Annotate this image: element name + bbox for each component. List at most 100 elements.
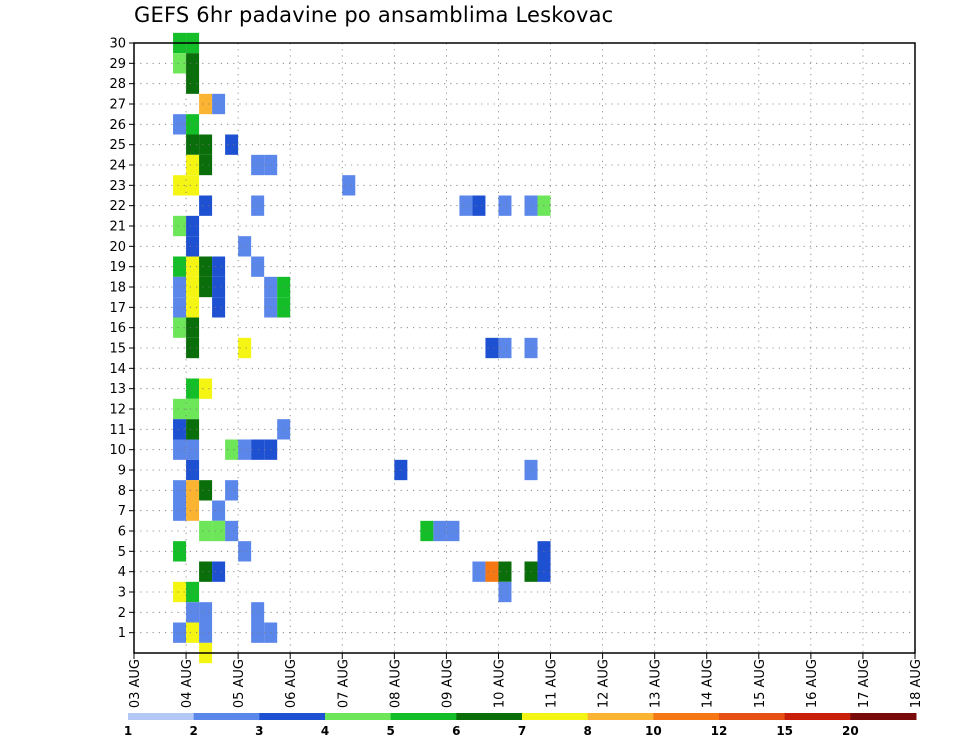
- heatmap-cell: [199, 622, 213, 643]
- heatmap-cell: [498, 581, 512, 603]
- heatmap-cell: [199, 561, 213, 582]
- legend-label: 8: [583, 724, 591, 738]
- legend-swatch: [325, 713, 392, 720]
- y-tick-label: 5: [118, 545, 126, 560]
- heatmap-cell: [186, 398, 200, 420]
- heatmap-cell: [186, 337, 200, 359]
- heatmap-cell: [186, 581, 200, 603]
- heatmap-cell: [186, 622, 200, 643]
- heatmap-cell: [199, 195, 213, 216]
- heatmap-cell: [251, 256, 265, 277]
- heatmap-cell: [498, 337, 512, 359]
- legend-swatch: [456, 713, 523, 720]
- x-tick-label: 09 AUG: [440, 659, 455, 708]
- heatmap-cell: [186, 276, 200, 298]
- heatmap-cell: [225, 480, 239, 501]
- heatmap-cell: [342, 175, 356, 196]
- legend-swatch: [850, 713, 917, 720]
- heatmap-cell: [225, 439, 239, 460]
- plot-grid: [134, 43, 915, 653]
- legend-swatch: [259, 713, 326, 720]
- x-tick-label: 18 AUG: [909, 659, 924, 708]
- heatmap-cell: [199, 134, 213, 155]
- heatmap-cell: [238, 337, 252, 359]
- legend-swatch: [193, 713, 260, 720]
- heatmap-cell: [251, 154, 265, 176]
- y-tick-label: 1: [118, 626, 126, 641]
- x-tick-label: 14 AUG: [701, 659, 716, 708]
- heatmap-cell: [212, 276, 226, 298]
- y-tick-label: 16: [109, 321, 126, 336]
- legend-swatch: [653, 713, 720, 720]
- heatmap-cell: [186, 73, 200, 94]
- legend-swatch: [390, 713, 457, 720]
- legend-swatch: [587, 713, 654, 720]
- x-tick-label: 08 AUG: [388, 659, 403, 708]
- heatmap-cell: [186, 439, 200, 460]
- legend-label: 2: [189, 724, 197, 738]
- y-tick-label: 20: [109, 240, 126, 255]
- legend-label: 5: [386, 724, 394, 738]
- heatmap-cell: [186, 53, 200, 74]
- y-tick-label: 28: [109, 77, 126, 92]
- heatmap-cell: [251, 602, 265, 623]
- heatmap-cell: [212, 500, 226, 521]
- heatmap-cell: [472, 561, 486, 582]
- heatmap-cell: [173, 215, 187, 237]
- y-tick-label: 9: [118, 464, 126, 479]
- heatmap-cell: [199, 602, 213, 623]
- heatmap-cell: [225, 520, 239, 542]
- y-tick-label: 10: [109, 443, 126, 458]
- x-axis: 03 AUG 04 AUG 05 AUG 06 AUG 07 AUG 08 AUG 09 A…: [128, 653, 924, 708]
- x-tick-label: 16 AUG: [805, 659, 820, 708]
- heatmap-cell: [186, 378, 200, 399]
- heatmap-cell: [238, 236, 252, 257]
- y-tick-label: 8: [118, 484, 126, 499]
- y-tick-label: 17: [109, 301, 126, 316]
- y-tick-label: 19: [109, 260, 126, 275]
- heatmap-cell: [186, 297, 200, 318]
- x-tick-label: 07 AUG: [336, 659, 351, 708]
- heatmap-cell: [186, 215, 200, 237]
- x-tick-label: 06 AUG: [284, 659, 299, 708]
- heatmap-cell: [173, 500, 187, 521]
- heatmap-cell: [173, 297, 187, 318]
- heatmap-cell: [498, 561, 512, 582]
- heatmap-cell: [251, 195, 265, 216]
- heatmap-cell: [238, 541, 252, 562]
- y-tick-label: 24: [109, 159, 126, 174]
- y-tick-label: 26: [109, 118, 126, 133]
- x-tick-label: 03 AUG: [128, 659, 143, 708]
- heatmap-cell: [186, 419, 200, 440]
- y-tick-label: 11: [109, 423, 126, 438]
- heatmap-cell: [186, 114, 200, 135]
- heatmap-cell: [199, 276, 213, 298]
- y-tick-label: 22: [109, 199, 126, 214]
- y-tick-label: 3: [118, 586, 126, 601]
- heatmap-cell: [212, 561, 226, 582]
- y-tick-label: 14: [109, 362, 126, 377]
- legend-swatch: [719, 713, 786, 720]
- y-tick-label: 12: [109, 403, 126, 418]
- heatmap-cell: [225, 134, 239, 155]
- heatmap-cell: [173, 256, 187, 277]
- heatmap-cell: [186, 317, 200, 338]
- x-tick-label: 17 AUG: [857, 659, 872, 708]
- heatmap-cell: [212, 93, 226, 115]
- heatmap-cell: [186, 500, 200, 521]
- heatmap-cell: [173, 439, 187, 460]
- heatmap-cell: [173, 419, 187, 440]
- legend-swatch: [784, 713, 851, 720]
- heatmap-cell: [186, 459, 200, 481]
- heatmap-cell: [186, 154, 200, 176]
- legend-label: 12: [711, 724, 728, 738]
- heatmap-cell: [173, 581, 187, 603]
- color-legend: 1 2 3 4 5 6 7 8 10 12 15 20: [124, 713, 917, 738]
- x-tick-label: 10 AUG: [492, 659, 507, 708]
- heatmap-cell: [173, 175, 187, 196]
- heatmap-cell: [199, 256, 213, 277]
- heatmap-cells: [173, 32, 551, 664]
- heatmap-cell: [173, 114, 187, 135]
- x-tick-label: 15 AUG: [753, 659, 768, 708]
- y-tick-label: 23: [109, 179, 126, 194]
